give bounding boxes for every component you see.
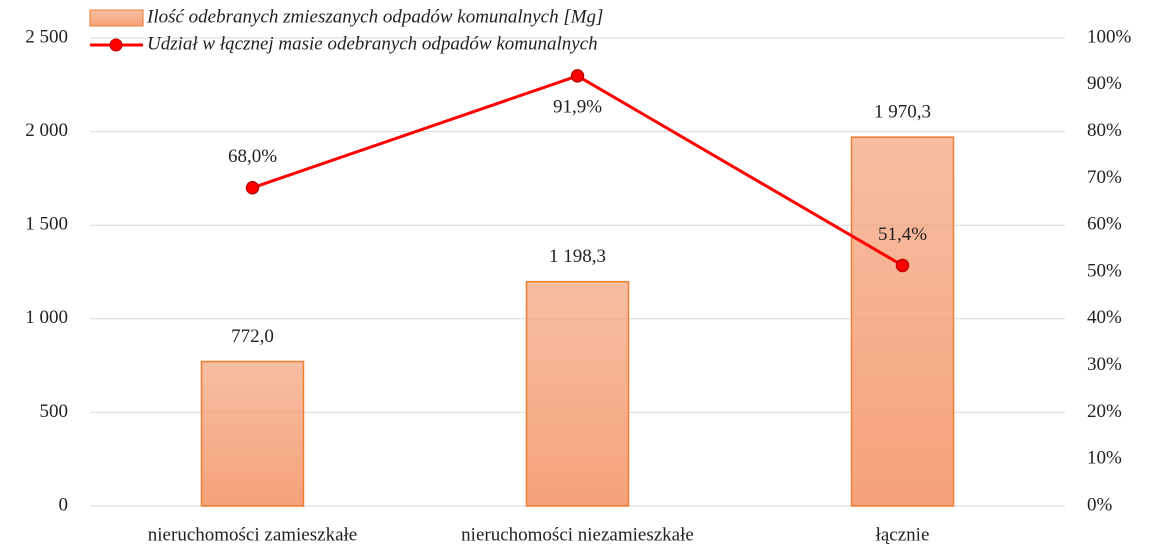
bar [850, 136, 955, 507]
legend-label: Udział w łącznej masie odebranych odpadó… [147, 33, 598, 54]
y-tick-label: 1 000 [25, 307, 68, 328]
y2-tick-label: 100% [1087, 26, 1132, 47]
y2-tick-label: 50% [1087, 260, 1122, 281]
data-label: 772,0 [231, 326, 274, 347]
legend-label: Ilość odebranych zmieszanych odpadów kom… [146, 6, 603, 27]
x-tick-label: łącznie [876, 524, 930, 545]
bar [200, 360, 305, 507]
y2-tick-label: 90% [1087, 73, 1122, 94]
legend-marker [109, 38, 123, 52]
y2-tick-label: 30% [1087, 354, 1122, 375]
y2-tick-label: 0% [1087, 494, 1113, 515]
data-label: 51,4% [878, 224, 927, 245]
marker [570, 69, 585, 83]
y2-tick-label: 40% [1087, 307, 1122, 328]
data-label: 1 970,3 [874, 102, 931, 123]
y2-tick-label: 10% [1087, 448, 1122, 469]
y2-tick-label: 70% [1087, 167, 1122, 188]
y-tick-label: 500 [40, 401, 69, 422]
legend-swatch [89, 9, 144, 27]
x-tick-label: nieruchomości niezamieszkałe [461, 524, 694, 545]
x-tick-label: nieruchomości zamieszkałe [148, 524, 357, 545]
y-tick-label: 1 500 [25, 214, 68, 235]
y-tick-label: 0 [59, 494, 69, 515]
y2-tick-label: 60% [1087, 214, 1122, 235]
marker [245, 181, 260, 195]
y2-tick-label: 20% [1087, 401, 1122, 422]
y2-tick-label: 80% [1087, 120, 1122, 141]
data-label: 91,9% [553, 96, 602, 117]
y-tick-label: 2 500 [25, 26, 68, 47]
data-label: 1 198,3 [549, 246, 606, 267]
marker [895, 258, 910, 273]
y-tick-label: 2 000 [25, 120, 68, 141]
data-label: 68,0% [228, 146, 277, 167]
bar [525, 280, 630, 507]
